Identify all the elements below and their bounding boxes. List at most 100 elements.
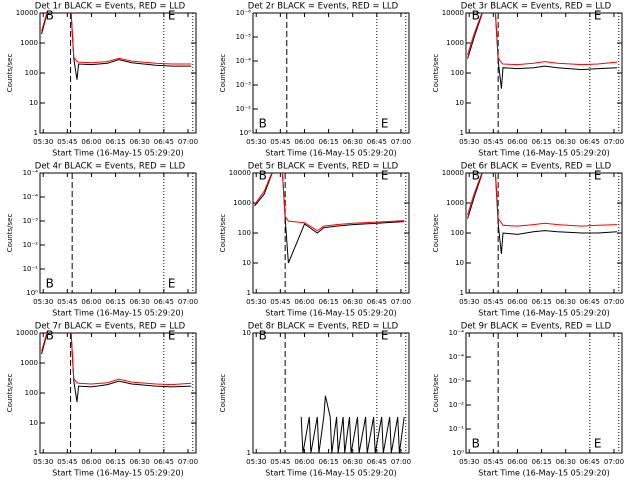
plot-frame: [252, 12, 410, 134]
x-axis-label: Start Time (16-May-15 05:29:20): [265, 149, 396, 158]
x-tick-label: 05:45: [483, 298, 503, 306]
x-tick-label: 06:00: [81, 138, 101, 146]
x-tick-label: 07:00: [604, 458, 624, 466]
x-tick-label: 05:45: [270, 458, 290, 466]
y-tick-label: 10: [29, 99, 38, 107]
y-tick-label: 10000: [16, 329, 38, 337]
x-tick-label: 06:00: [294, 298, 314, 306]
x-tick-label: 06:00: [81, 458, 101, 466]
x-tick-label: 06:00: [507, 298, 527, 306]
y-tick-label: 1000: [233, 199, 251, 207]
annotation: B: [472, 9, 480, 23]
annotation: E: [381, 329, 389, 343]
y-tick-label: 1: [34, 129, 38, 137]
x-tick-label: 06:45: [580, 298, 600, 306]
plot-frame: [39, 332, 197, 454]
panel: Det 8r BLACK = Events, RED = LLD Counts/s…: [219, 322, 411, 478]
x-tick-label: 05:30: [246, 138, 266, 146]
panel-title: Det 6r BLACK = Events, RED = LLD: [461, 162, 612, 172]
y-tick-label: 100: [25, 69, 38, 77]
annotation: B: [46, 329, 54, 343]
plot-frame: [252, 332, 410, 454]
x-tick-label: 05:45: [57, 298, 77, 306]
y-axis-label: Counts/sec: [432, 374, 440, 413]
y-tick-label: 10⁻⁴: [23, 169, 39, 177]
x-tick-label: 06:15: [318, 138, 338, 146]
x-axis-label: Start Time (16-May-15 05:29:20): [265, 309, 396, 318]
plot-frame: [39, 12, 197, 134]
panel: Det 3r BLACK = Events, RED = LLD Counts/s…: [432, 2, 624, 158]
x-axis-label: Start Time (16-May-15 05:29:20): [265, 469, 396, 478]
y-tick-label: 10⁻⁴: [23, 193, 39, 201]
x-tick-label: 06:15: [105, 298, 125, 306]
series-line: [254, 173, 405, 232]
annotation: B: [259, 329, 267, 343]
series-line: [467, 173, 618, 227]
annotation: B: [472, 169, 480, 183]
x-tick-label: 05:45: [57, 458, 77, 466]
y-tick-label: 1: [247, 449, 251, 457]
x-tick-label: 06:45: [367, 138, 387, 146]
y-tick-label: 100: [451, 69, 464, 77]
panel-title: Det 9r BLACK = Events, RED = LLD: [461, 322, 612, 332]
y-axis-label: Counts/sec: [6, 54, 14, 93]
series-line: [300, 395, 405, 453]
x-tick-label: 05:30: [33, 298, 53, 306]
panel-title: Det 4r BLACK = Events, RED = LLD: [35, 162, 186, 172]
panel-title: Det 1r BLACK = Events, RED = LLD: [35, 2, 186, 12]
x-axis-label: Start Time (16-May-15 05:29:20): [52, 309, 183, 318]
series-line: [254, 173, 405, 264]
x-tick-label: 05:30: [246, 458, 266, 466]
series-line: [41, 333, 192, 403]
x-tick-label: 07:00: [178, 298, 198, 306]
y-axis-label: Counts/sec: [219, 54, 227, 93]
panel: Det 1r BLACK = Events, RED = LLD Counts/s…: [6, 2, 198, 158]
x-tick-label: 05:30: [33, 458, 53, 466]
series-line: [467, 173, 618, 255]
y-tick-label: 10⁻⁶: [236, 9, 252, 17]
annotation: B: [472, 437, 480, 451]
x-tick-label: 06:45: [154, 298, 174, 306]
x-tick-label: 07:00: [178, 458, 198, 466]
y-tick-label: 100: [451, 229, 464, 237]
annotation: B: [259, 117, 267, 131]
panel-title: Det 7r BLACK = Events, RED = LLD: [35, 322, 186, 332]
x-tick-label: 06:00: [507, 138, 527, 146]
panel-title: Det 2r BLACK = Events, RED = LLD: [248, 2, 399, 12]
y-tick-label: 10: [242, 259, 251, 267]
x-tick-label: 06:15: [531, 458, 551, 466]
y-tick-label: 1000: [446, 199, 464, 207]
x-axis-label: Start Time (16-May-15 05:29:20): [478, 149, 609, 158]
x-tick-label: 07:00: [391, 458, 411, 466]
annotation: B: [259, 169, 267, 183]
x-tick-label: 05:45: [57, 138, 77, 146]
series-line: [467, 13, 618, 89]
x-tick-label: 06:45: [580, 138, 600, 146]
x-tick-label: 06:45: [154, 458, 174, 466]
x-tick-label: 06:45: [367, 298, 387, 306]
x-tick-label: 06:00: [294, 138, 314, 146]
x-tick-label: 06:30: [556, 298, 576, 306]
annotation: E: [168, 329, 176, 343]
x-tick-label: 06:30: [556, 458, 576, 466]
panel: Det 7r BLACK = Events, RED = LLD Counts/s…: [6, 322, 198, 478]
x-axis-label: Start Time (16-May-15 05:29:20): [478, 469, 609, 478]
x-axis-label: Start Time (16-May-15 05:29:20): [52, 469, 183, 478]
panel: Det 6r BLACK = Events, RED = LLD Counts/s…: [432, 162, 624, 318]
x-tick-label: 06:30: [343, 138, 363, 146]
y-tick-label: 10⁻³: [236, 81, 252, 89]
y-tick-label: 10⁻¹: [449, 425, 465, 433]
y-tick-label: 10⁻¹: [23, 265, 39, 273]
x-tick-label: 06:30: [343, 298, 363, 306]
x-tick-label: 06:30: [343, 458, 363, 466]
y-tick-label: 10: [455, 259, 464, 267]
y-tick-label: 1000: [20, 39, 38, 47]
panel: Det 5r BLACK = Events, RED = LLD Counts/s…: [219, 162, 411, 318]
x-tick-label: 07:00: [178, 138, 198, 146]
y-tick-label: 100: [238, 229, 251, 237]
y-tick-label: 10000: [442, 9, 464, 17]
x-tick-label: 06:30: [556, 138, 576, 146]
x-axis-label: Start Time (16-May-15 05:29:20): [478, 309, 609, 318]
x-tick-label: 07:00: [604, 298, 624, 306]
x-tick-label: 06:15: [531, 298, 551, 306]
